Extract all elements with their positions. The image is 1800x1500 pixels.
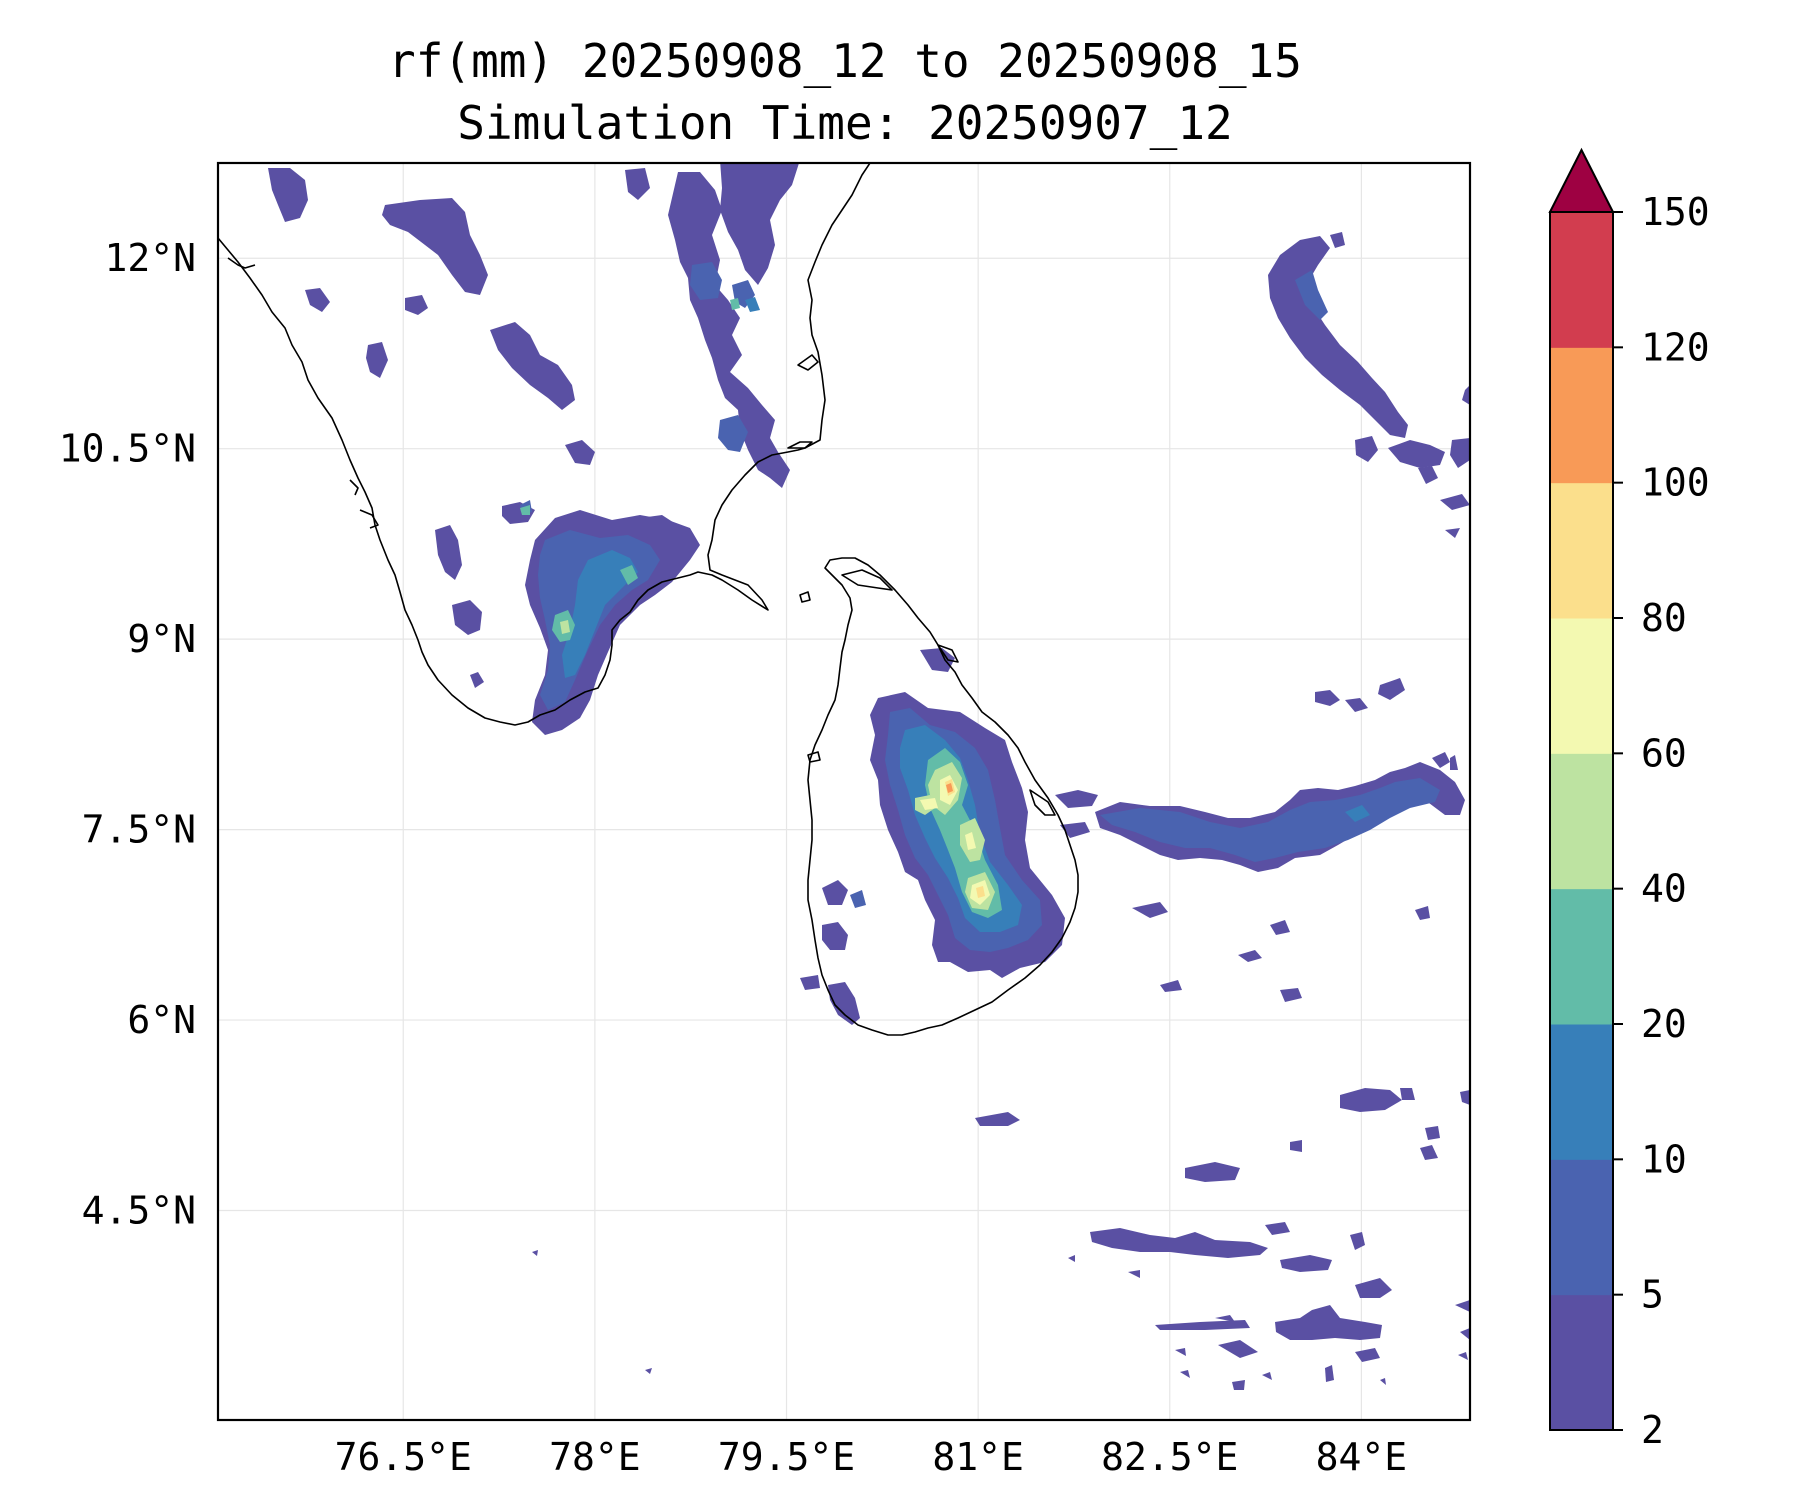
colorbar-segment (1550, 1024, 1613, 1160)
map-subtitle: Simulation Time: 20250907_12 (457, 96, 1233, 150)
lon-tick-label: 79.5°E (718, 1435, 855, 1479)
colorbar-tick-label: 120 (1641, 325, 1710, 369)
rainfall-band-2-5 (268, 163, 1470, 1390)
longitude-axis: 76.5°E 78°E 79.5°E 81°E 82.5°E 84°E (335, 1435, 1408, 1479)
rainfall-field (268, 163, 1470, 1390)
colorbar-segment (1550, 347, 1613, 484)
india-coastline (218, 163, 871, 726)
colorbar-tick-label: 2 (1641, 1408, 1664, 1452)
colorbar-tick-label: 100 (1641, 461, 1710, 505)
latitude-axis: 12°N 10.5°N 9°N 7.5°N 6°N 4.5°N (59, 236, 196, 1232)
colorbar-tick-label: 5 (1641, 1273, 1664, 1317)
map-title: rf(mm) 20250908_12 to 20250908_15 (388, 34, 1302, 88)
lat-tick-label: 4.5°N (82, 1189, 196, 1233)
lon-tick-label: 78°E (549, 1435, 641, 1479)
colorbar-segment (1550, 482, 1613, 619)
colorbar-segment (1550, 1294, 1613, 1431)
colorbar-tick-label: 60 (1641, 731, 1687, 775)
lon-tick-label: 84°E (1316, 1435, 1408, 1479)
colorbar-tick-label: 80 (1641, 596, 1687, 640)
colorbar-tick-label: 40 (1641, 867, 1687, 911)
lat-tick-label: 7.5°N (82, 808, 196, 852)
map-frame (216, 161, 1472, 1422)
colorbar-segment (1550, 753, 1613, 890)
lon-tick-label: 81°E (932, 1435, 1024, 1479)
colorbar: 2 5 10 20 40 60 80 100 120 150 (1548, 147, 1710, 1452)
lat-tick-label: 12°N (104, 236, 196, 280)
lon-tick-label: 76.5°E (335, 1435, 472, 1479)
rainfall-band-100-120 (946, 783, 953, 793)
lat-tick-label: 10.5°N (59, 427, 196, 471)
colorbar-tick-label: 20 (1641, 1002, 1687, 1046)
sri-lanka-coastline (807, 557, 1079, 1036)
colorbar-segment (1550, 212, 1613, 348)
lat-tick-label: 6°N (127, 998, 196, 1042)
colorbar-segment (1550, 1159, 1613, 1296)
colorbar-tick-label: 10 (1641, 1137, 1687, 1181)
colorbar-tick-label: 150 (1641, 190, 1710, 234)
colorbar-frame (1549, 211, 1614, 1431)
lon-tick-label: 82.5°E (1101, 1435, 1238, 1479)
colorbar-segment (1550, 618, 1613, 754)
coastlines (218, 163, 1079, 1036)
colorbar-segment (1550, 888, 1613, 1025)
lat-tick-label: 9°N (127, 617, 196, 661)
colorbar-extend-arrow (1548, 147, 1615, 213)
